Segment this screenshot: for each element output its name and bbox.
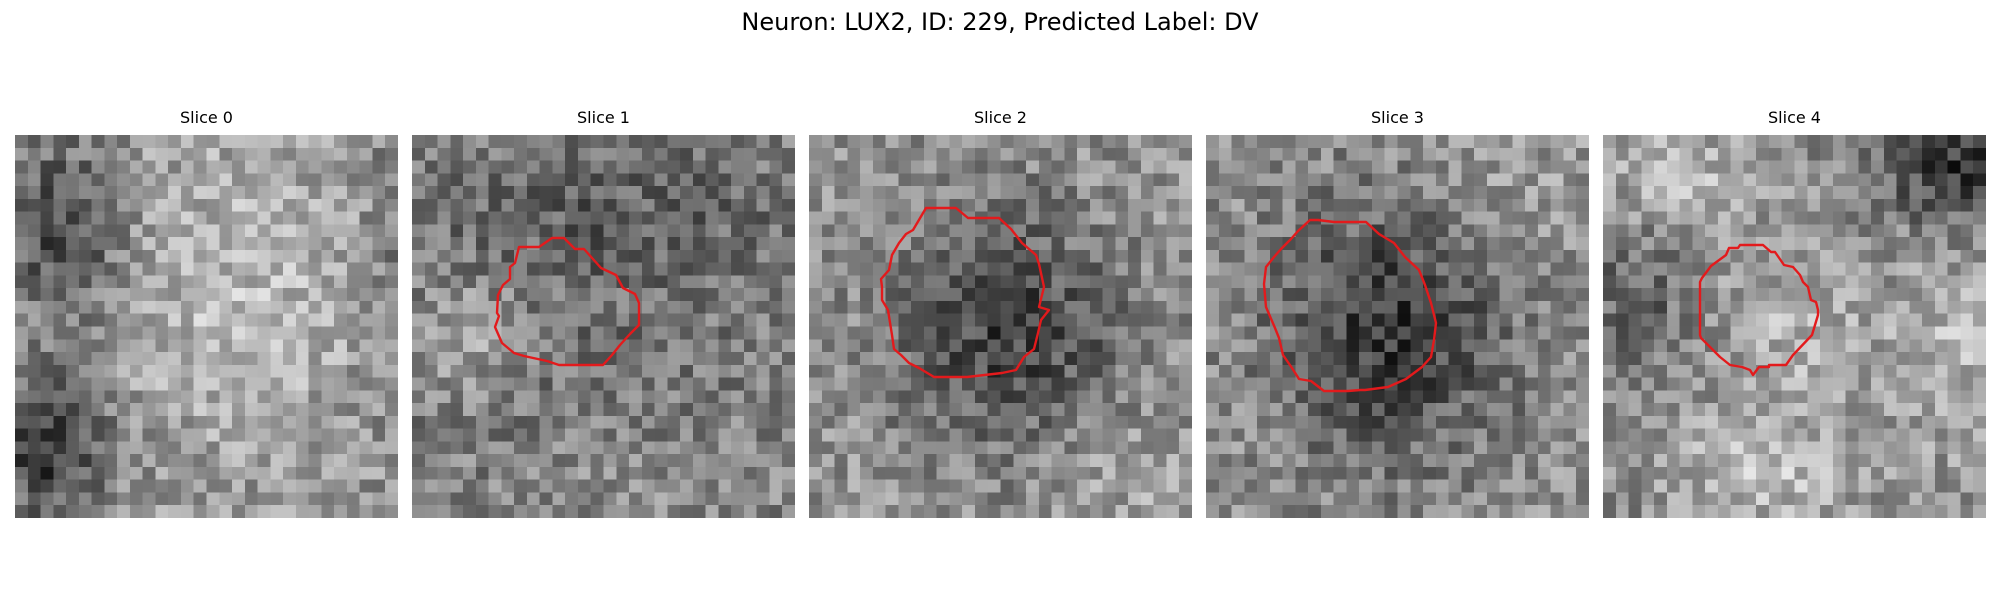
roi-contour (1262, 218, 1438, 393)
roi-contour (1698, 243, 1820, 377)
slice-title: Slice 4 (1768, 108, 1821, 127)
slice-panel-0: Slice 0 (15, 108, 398, 518)
slice-image (809, 135, 1192, 518)
slice-title: Slice 3 (1371, 108, 1424, 127)
roi-outline (1698, 243, 1820, 377)
slice-image (1603, 135, 1986, 518)
slice-image (1206, 135, 1589, 518)
roi-outline (879, 206, 1051, 379)
slice-title: Slice 2 (974, 108, 1027, 127)
slice-image (15, 135, 398, 518)
slice-image (412, 135, 795, 518)
roi-outline (1262, 218, 1438, 393)
slice-panel-3: Slice 3 (1206, 108, 1589, 518)
slice-panel-1: Slice 1 (412, 108, 795, 518)
roi-contour (493, 236, 641, 367)
slice-title: Slice 1 (577, 108, 630, 127)
roi-contour (879, 206, 1051, 379)
figure-title: Neuron: LUX2, ID: 229, Predicted Label: … (741, 8, 1259, 36)
slice-title: Slice 0 (180, 108, 233, 127)
slice-panel-2: Slice 2 (809, 108, 1192, 518)
slice-panel-4: Slice 4 (1603, 108, 1986, 518)
roi-outline (493, 236, 641, 367)
